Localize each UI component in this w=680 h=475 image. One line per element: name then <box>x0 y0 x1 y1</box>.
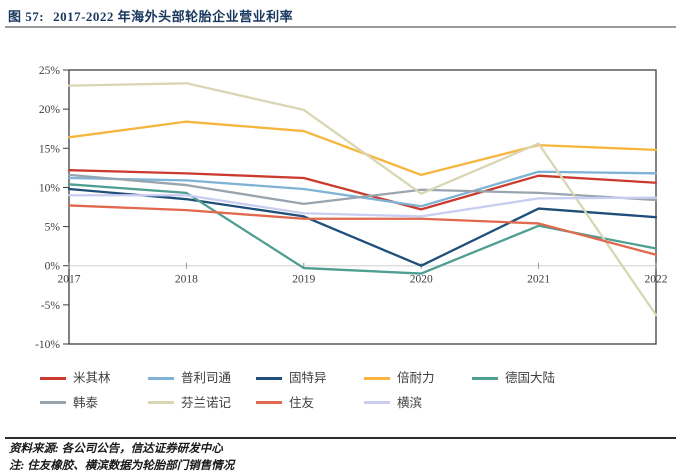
legend-series-label: 韩泰 <box>73 395 99 410</box>
series-line-倍耐力 <box>67 120 658 177</box>
series-line-韩泰 <box>67 173 658 206</box>
x-tick-label: 2017 <box>58 274 81 286</box>
plot-svg: 25% 20% 15% 10% 5% 0% -5% -10% 2017 2018 2019 2020 2… <box>35 65 668 351</box>
legend-series-label: 倍耐力 <box>397 371 435 385</box>
legend-swatch <box>472 376 498 380</box>
y-tick-label: 0% <box>45 261 61 273</box>
legend-swatch <box>148 376 174 380</box>
x-tick-label: 2021 <box>527 274 550 286</box>
legend-swatch <box>40 401 66 405</box>
series-line-米其林 <box>67 169 658 211</box>
legend-series-label: 德国大陆 <box>505 371 556 385</box>
y-tick-label: 20% <box>39 104 61 116</box>
legend-series-label: 米其林 <box>73 371 111 385</box>
x-tick-label: 2019 <box>292 274 315 286</box>
legend-swatch <box>148 401 174 405</box>
figure-title: 2017-2022 年海外头部轮胎企业营业利率 <box>53 9 294 24</box>
legend-item: 固特异 <box>256 372 364 385</box>
chart-legend: 米其林 普利司通 固特异 倍耐力 德国大陆韩泰 芬兰诺记 住友 横滨 <box>0 372 680 409</box>
plot-border <box>68 69 657 345</box>
legend-swatch <box>256 401 282 405</box>
figure-header: 图 57: 2017-2022 年海外头部轮胎企业营业利率 <box>8 6 672 25</box>
data-note: 注: 住友橡胶、横滨数据为轮胎部门销售情况 <box>9 459 235 472</box>
title-divider <box>5 26 676 28</box>
series-line-横滨 <box>67 194 658 218</box>
figure-label: 图 57: <box>8 9 45 24</box>
line-chart: 25% 20% 15% 10% 5% 0% -5% -10% 2017 2018 2019 2020 2… <box>0 40 680 366</box>
series-line-固特异 <box>67 187 658 267</box>
source-note: 资料来源: 各公司公告，信达证券研发中心 <box>9 443 223 455</box>
y-tick-label: -5% <box>41 300 61 312</box>
y-tick-label: 25% <box>39 65 61 77</box>
legend-swatch <box>364 401 390 405</box>
legend-item: 德国大陆 <box>472 372 580 385</box>
legend-series-label: 普利司通 <box>181 371 232 385</box>
x-tick-label: 2020 <box>410 274 433 286</box>
legend-item: 倍耐力 <box>364 372 472 385</box>
y-tick-label: -10% <box>35 339 60 351</box>
y-tick-label: 5% <box>45 222 61 234</box>
figure-footer: 资料来源: 各公司公告，信达证券研发中心 注: 住友橡胶、横滨数据为轮胎部门销售… <box>9 441 669 474</box>
legend-item: 住友 <box>256 395 364 410</box>
footer-divider <box>5 437 676 439</box>
legend-series-label: 芬兰诺记 <box>181 395 232 410</box>
legend-swatch <box>40 376 66 380</box>
legend-item: 米其林 <box>40 372 148 385</box>
legend-item: 芬兰诺记 <box>148 395 256 410</box>
legend-series-label: 住友 <box>289 395 315 410</box>
legend-series-label: 横滨 <box>397 395 423 410</box>
legend-swatch <box>256 376 282 380</box>
x-tick-label: 2022 <box>645 274 668 286</box>
series-line-芬兰诺记 <box>67 82 658 317</box>
legend-swatch <box>364 376 390 380</box>
legend-item: 横滨 <box>364 395 472 410</box>
legend-series-label: 固特异 <box>289 371 327 385</box>
legend-item: 韩泰 <box>40 395 148 410</box>
y-tick-label: 10% <box>39 182 61 194</box>
series-line-住友 <box>67 204 658 256</box>
y-tick-label: 15% <box>39 143 61 155</box>
legend-item: 普利司通 <box>148 372 256 385</box>
x-tick-label: 2018 <box>175 274 198 286</box>
